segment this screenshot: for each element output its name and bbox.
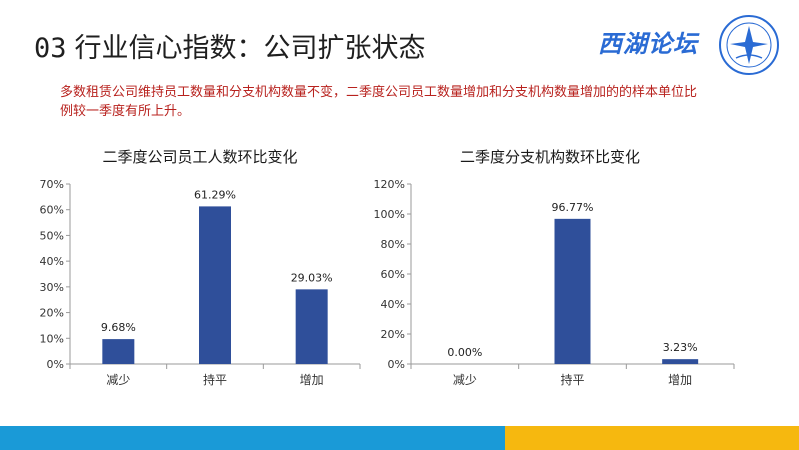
data-label: 29.03% bbox=[291, 271, 333, 284]
category-label: 减少 bbox=[106, 373, 130, 387]
y-tick-label: 20% bbox=[40, 307, 64, 320]
y-tick-label: 30% bbox=[40, 281, 64, 294]
chart-title: 二季度分支机构数环比变化 bbox=[459, 148, 640, 166]
subtitle: 多数租赁公司维持员工数量和分支机构数量不变，二季度公司员工数量增加和分支机构数量… bbox=[60, 85, 698, 119]
footer-bar-yellow bbox=[505, 426, 799, 450]
data-label: 96.77% bbox=[552, 201, 594, 214]
y-tick-label: 40% bbox=[40, 255, 64, 268]
logo-emblem-icon bbox=[719, 15, 779, 75]
data-label: 9.68% bbox=[101, 321, 136, 334]
y-tick-label: 20% bbox=[381, 328, 405, 341]
logo-text: 西湖论坛 bbox=[598, 29, 698, 58]
section-number: 03 bbox=[34, 33, 67, 64]
category-label: 持平 bbox=[560, 372, 584, 387]
y-tick-label: 120% bbox=[374, 178, 405, 191]
chart-title: 二季度公司员工人数环比变化 bbox=[102, 148, 298, 166]
y-tick-label: 0% bbox=[47, 358, 64, 371]
bar bbox=[199, 206, 231, 364]
bar bbox=[295, 289, 328, 364]
y-tick-label: 70% bbox=[40, 178, 64, 191]
y-tick-label: 60% bbox=[40, 204, 64, 217]
data-label: 0.00% bbox=[447, 346, 482, 359]
y-tick-label: 80% bbox=[381, 238, 405, 251]
bar bbox=[102, 339, 135, 364]
bar bbox=[662, 359, 699, 364]
category-label: 增加 bbox=[300, 373, 324, 387]
chart-employees: 二季度公司员工人数环比变化 0% 10% 20% 30% 40% 50% 60% 70% 9.6… bbox=[20, 146, 380, 396]
y-tick-label: 0% bbox=[388, 358, 405, 371]
data-label: 61.29% bbox=[194, 188, 236, 201]
y-tick-label: 40% bbox=[381, 298, 405, 311]
chart-branches: 二季度分支机构数环比变化 0% 20% 40% 60% 80% 100% 120% 0.00%… bbox=[360, 146, 740, 396]
y-tick-label: 100% bbox=[374, 208, 405, 221]
chart-svg: 0% 10% 20% 30% 40% 50% 60% 70% 9.68% 减少 61.29% 持平 29… bbox=[40, 178, 361, 387]
category-label: 增加 bbox=[668, 373, 692, 387]
data-label: 3.23% bbox=[663, 341, 698, 354]
category-label: 持平 bbox=[203, 372, 227, 387]
category-label: 减少 bbox=[453, 373, 477, 387]
y-tick-label: 50% bbox=[40, 229, 64, 242]
bar bbox=[554, 218, 591, 364]
chart-svg: 0% 20% 40% 60% 80% 100% 120% 0.00% 减少 96.77% 持平 3.2… bbox=[374, 178, 735, 387]
slide-title: 03 行业信心指数：公司扩张状态 bbox=[34, 26, 426, 65]
footer-bar-blue bbox=[0, 426, 505, 450]
title-text: 行业信心指数：公司扩张状态 bbox=[74, 33, 426, 64]
y-tick-label: 60% bbox=[381, 268, 405, 281]
y-tick-label: 10% bbox=[40, 332, 64, 345]
